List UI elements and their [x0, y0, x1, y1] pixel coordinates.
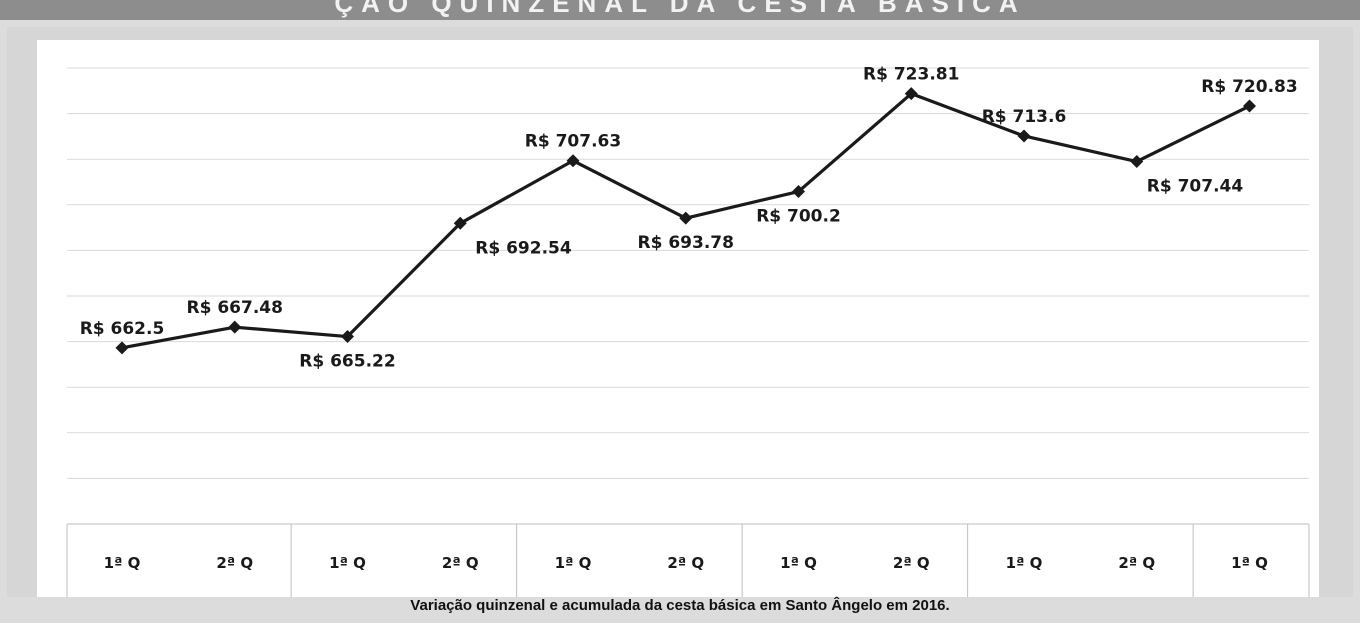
data-point	[341, 330, 354, 344]
data-point	[679, 211, 693, 225]
data-label: R$ 662.5	[80, 319, 165, 339]
top-banner: ÇÃO QUINZENAL DA CESTA BÁSICA	[0, 0, 1360, 20]
data-label: R$ 692.54	[475, 238, 572, 258]
data-label: R$ 723.81	[863, 65, 959, 85]
data-point	[115, 341, 129, 355]
data-point	[1243, 99, 1256, 113]
x-tick-label: 2ª Q	[442, 554, 479, 572]
data-point	[792, 185, 805, 199]
line-chart: 1ª Q 2ª Q 1ª Q 2ª Q 1ª Q 2ª Q 1ª Q 2ª Q 1ª Q 2ª Q…	[66, 65, 1310, 597]
x-tick-label: 2ª Q	[893, 554, 930, 572]
data-label: R$ 707.63	[525, 132, 621, 152]
data-label: R$ 707.44	[1147, 177, 1244, 197]
x-tick-label: 2ª Q	[667, 554, 704, 572]
data-point	[904, 87, 918, 101]
x-tick-label: 1ª Q	[329, 554, 366, 572]
x-tick-label: 1ª Q	[1006, 554, 1043, 572]
x-tick-label: 1ª Q	[780, 554, 817, 572]
data-label: R$ 700.2	[756, 207, 841, 227]
x-tick-label: 2ª Q	[1118, 554, 1155, 572]
data-point	[228, 320, 242, 334]
x-tick-label: 1ª Q	[104, 554, 141, 572]
data-point	[453, 216, 467, 230]
category-axis-table	[66, 523, 1310, 597]
data-point	[566, 154, 580, 168]
chart-area: 1ª Q 2ª Q 1ª Q 2ª Q 1ª Q 2ª Q 1ª Q 2ª Q 1ª Q 2ª Q…	[37, 40, 1319, 597]
x-tick-label: 1ª Q	[555, 554, 592, 572]
data-label: R$ 665.22	[299, 352, 395, 372]
chart-panel: 1ª Q 2ª Q 1ª Q 2ª Q 1ª Q 2ª Q 1ª Q 2ª Q 1ª Q 2ª Q…	[7, 27, 1353, 597]
chart-caption: Variação quinzenal e acumulada da cesta …	[410, 597, 950, 614]
x-tick-label: 1ª Q	[1231, 554, 1268, 572]
gridlines	[67, 67, 1309, 525]
banner-title: ÇÃO QUINZENAL DA CESTA BÁSICA	[334, 0, 1026, 18]
data-label: R$ 667.48	[187, 298, 283, 318]
x-tick-label: 2ª Q	[216, 554, 253, 572]
data-label: R$ 693.78	[638, 233, 734, 253]
data-point	[1017, 129, 1031, 143]
data-point	[1130, 155, 1144, 169]
data-label: R$ 720.83	[1201, 77, 1297, 97]
data-label: R$ 713.6	[982, 107, 1067, 127]
